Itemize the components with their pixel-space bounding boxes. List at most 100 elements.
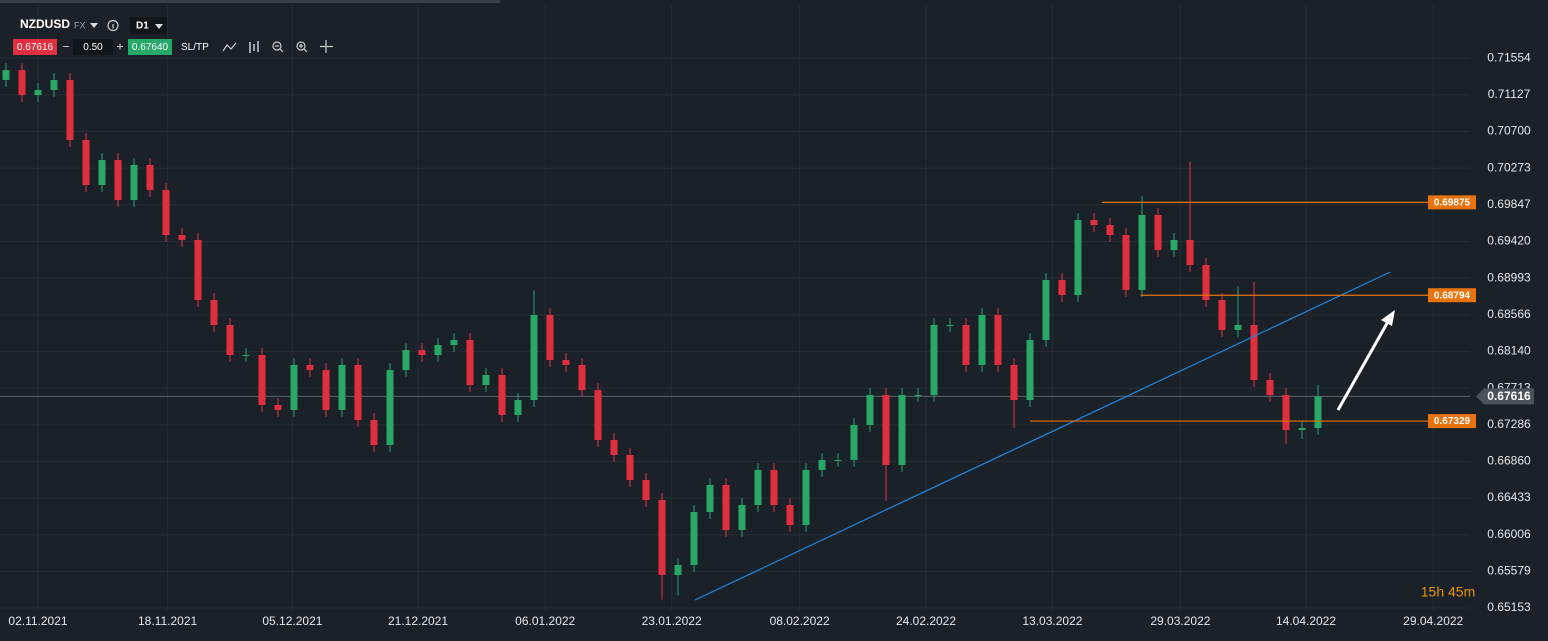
- bid[interactable]: 0.67616: [17, 42, 54, 53]
- candle-body: [2, 70, 10, 80]
- candle-body: [898, 395, 906, 465]
- toolbar: NZDUSD FX D1 0.67616 − 0.50 + 0.67640 SL…: [13, 17, 333, 55]
- y-tick-label: 0.68140: [1487, 344, 1531, 358]
- sltp[interactable]: SL/TP: [181, 42, 209, 53]
- candle-body: [1314, 396, 1322, 429]
- candle-body: [530, 314, 538, 401]
- candle-body: [98, 160, 106, 186]
- x-tick-label: 06.01.2022: [515, 614, 575, 628]
- candle-body: [802, 469, 810, 526]
- candle-body: [66, 80, 74, 140]
- candle-body: [562, 359, 570, 365]
- candle-body: [754, 469, 762, 505]
- candle-body: [18, 70, 26, 96]
- candle-body: [466, 339, 474, 385]
- candle-body: [658, 500, 666, 576]
- candle-body: [242, 355, 250, 357]
- timeframe-arrow[interactable]: [155, 24, 163, 29]
- candle-body: [482, 375, 490, 385]
- candle-body: [546, 314, 554, 360]
- candle-body: [1234, 325, 1242, 331]
- candle-body: [498, 375, 506, 415]
- y-tick-label: 0.66433: [1487, 490, 1531, 504]
- candle-body: [722, 484, 730, 530]
- lot[interactable]: 0.50: [83, 42, 103, 53]
- zoom-out-icon[interactable]: [272, 41, 282, 51]
- candle-body: [194, 239, 202, 301]
- candle-body: [1266, 380, 1274, 396]
- current-price-box: [1476, 388, 1534, 405]
- bid-box[interactable]: [13, 39, 57, 55]
- candle-body: [962, 325, 970, 365]
- symbol[interactable]: NZDUSD: [20, 17, 70, 31]
- candle-body: [706, 484, 714, 513]
- timeframe-box[interactable]: [130, 17, 167, 34]
- level-label: 0.68794: [1434, 290, 1471, 301]
- x-tick-label: 08.02.2022: [770, 614, 830, 628]
- minus[interactable]: −: [62, 40, 69, 54]
- candle-body: [626, 454, 634, 480]
- level-label-box: [1428, 414, 1476, 429]
- candle-body: [818, 459, 826, 470]
- arrow: [1336, 317, 1392, 411]
- candle-body: [50, 80, 58, 90]
- candle-body: [450, 339, 458, 346]
- x-tick-label: 02.11.2021: [8, 614, 67, 628]
- candle-body: [290, 364, 298, 410]
- candle-body: [978, 314, 986, 365]
- line-tool-icon[interactable]: [222, 42, 237, 52]
- info-icon[interactable]: [107, 19, 119, 32]
- plot-area: [0, 4, 1470, 611]
- candle-body: [1154, 214, 1162, 251]
- ask-box[interactable]: [128, 39, 172, 55]
- candle-body: [274, 405, 282, 410]
- candle-body: [594, 390, 602, 440]
- candle-body: [178, 234, 186, 240]
- plus[interactable]: +: [116, 40, 123, 54]
- candle-body: [834, 459, 842, 461]
- y-tick-label: 0.66006: [1487, 527, 1531, 541]
- candle-body: [114, 160, 122, 201]
- lot-box[interactable]: [73, 39, 113, 55]
- y-tick-label: 0.70273: [1487, 160, 1531, 174]
- current-price-label: 0.67616: [1487, 389, 1531, 403]
- candle-body: [162, 189, 170, 235]
- candle-body: [1202, 264, 1210, 301]
- candle-body: [82, 139, 90, 186]
- trend-line: [694, 271, 1391, 601]
- candle-body: [770, 469, 778, 505]
- zoom-in-icon[interactable]: [296, 41, 306, 51]
- y-tick-label: 0.65579: [1487, 564, 1531, 578]
- timeframe[interactable]: D1: [136, 21, 149, 32]
- candle-body: [674, 564, 682, 576]
- candle-body: [1074, 220, 1082, 296]
- x-tick-label: 13.03.2022: [1022, 614, 1082, 628]
- ask[interactable]: 0.67640: [132, 42, 169, 53]
- zoom-out-glyph: [275, 45, 284, 53]
- candle-tool-icon[interactable]: [249, 41, 259, 53]
- y-tick-label: 0.68566: [1487, 307, 1531, 321]
- x-tick-label: 29.04.2022: [1403, 614, 1463, 628]
- x-tick-label: 14.04.2022: [1276, 614, 1336, 628]
- candle-body: [226, 325, 234, 356]
- candle-body: [306, 364, 314, 371]
- dropdown-arrow[interactable]: [90, 23, 98, 28]
- level-label-box: [1428, 195, 1476, 210]
- candle-body: [1090, 220, 1098, 226]
- candle-body: [1186, 239, 1194, 265]
- candle-body: [642, 479, 650, 501]
- arrow-head: [1381, 310, 1395, 326]
- candle-body: [1010, 364, 1018, 401]
- candle-body: [994, 314, 1002, 365]
- x-tick-label: 18.11.2021: [138, 614, 197, 628]
- y-tick-label: 0.68993: [1487, 270, 1531, 284]
- candle-body: [1298, 428, 1306, 430]
- y-tick-label: 0.69847: [1487, 197, 1531, 211]
- market: FX: [74, 20, 86, 30]
- move-icon[interactable]: [320, 40, 333, 53]
- candle-body: [130, 164, 138, 201]
- candle-body: [930, 325, 938, 396]
- candle-body: [402, 350, 410, 371]
